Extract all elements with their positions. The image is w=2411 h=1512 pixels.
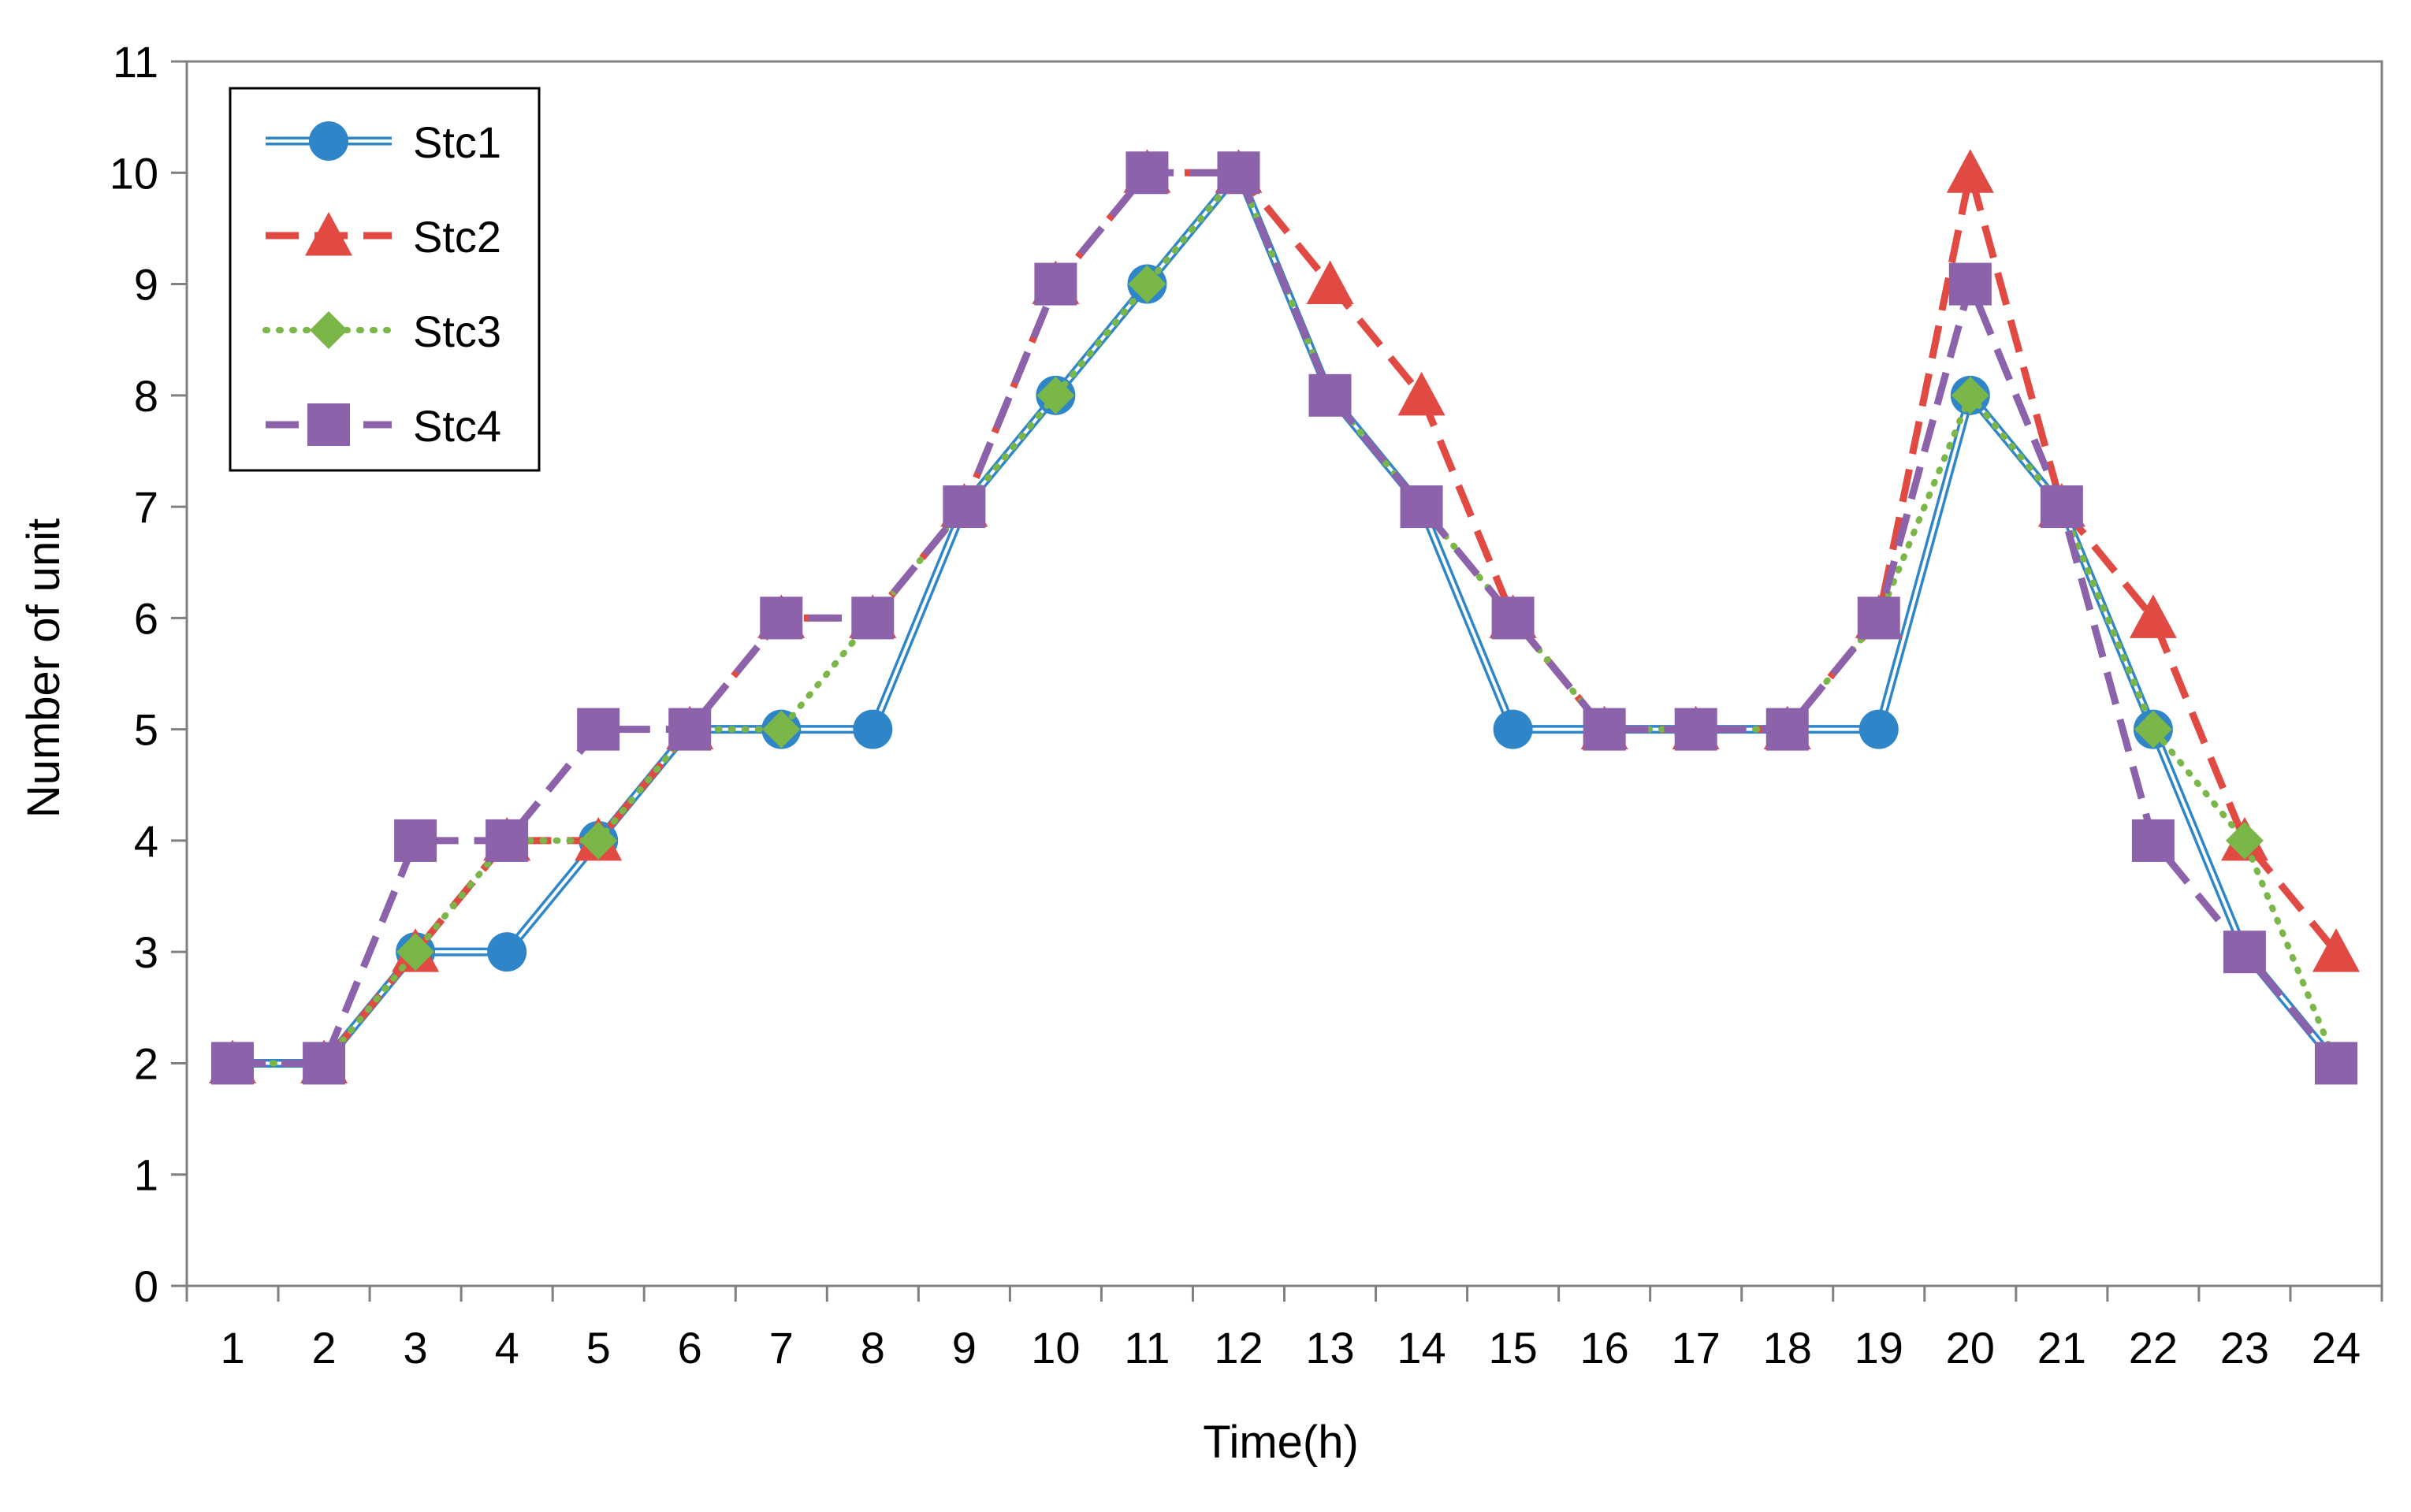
x-tick-label: 6 — [678, 1323, 702, 1373]
data-point-stc4 — [760, 596, 803, 640]
data-point-stc4 — [394, 819, 437, 862]
y-tick-label: 8 — [134, 371, 158, 421]
data-point-stc4 — [1308, 373, 1352, 417]
y-axis-title: Number of unit — [18, 518, 69, 818]
x-tick-label: 10 — [1031, 1323, 1080, 1373]
data-point-stc2 — [1306, 260, 1354, 305]
x-tick-label: 1 — [220, 1323, 244, 1373]
data-point-stc2 — [2312, 928, 2360, 972]
data-point-stc4 — [1491, 596, 1535, 640]
data-point-stc4 — [668, 708, 712, 751]
x-tick-label: 19 — [1855, 1323, 1903, 1373]
data-point-stc4 — [303, 1042, 346, 1085]
data-point-stc4 — [1034, 262, 1077, 306]
x-tick-label: 20 — [1946, 1323, 1995, 1373]
data-point-stc3 — [2225, 821, 2264, 860]
data-point-stc4 — [1583, 708, 1626, 751]
data-point-stc1 — [853, 709, 893, 749]
legend-item-stc4: Stc4 — [266, 401, 501, 451]
y-tick-label: 9 — [134, 260, 158, 310]
data-point-stc4 — [1765, 708, 1809, 751]
x-tick-label: 15 — [1488, 1323, 1537, 1373]
y-tick-label: 11 — [113, 37, 158, 87]
x-tick-label: 24 — [2312, 1323, 2361, 1373]
x-tick-label: 17 — [1672, 1323, 1721, 1373]
y-tick-label: 4 — [134, 816, 158, 866]
y-tick-label: 5 — [134, 705, 158, 755]
legend-label: Stc3 — [413, 306, 501, 356]
data-point-stc1 — [1858, 709, 1899, 749]
data-point-stc4 — [851, 596, 895, 640]
x-tick-label: 23 — [2220, 1323, 2269, 1373]
data-point-stc3 — [579, 821, 618, 860]
y-tick-label: 10 — [110, 148, 158, 198]
legend-item-stc1: Stc1 — [266, 117, 501, 167]
legend-marker-diamond-icon — [310, 311, 348, 349]
legend: Stc1 Stc2 Stc3 Stc4 — [229, 87, 541, 472]
legend-item-stc3: Stc3 — [262, 306, 501, 356]
y-tick-label: 3 — [134, 927, 158, 977]
data-point-stc4 — [486, 819, 529, 862]
legend-label: Stc4 — [413, 401, 501, 451]
x-tick-label: 18 — [1763, 1323, 1812, 1373]
x-tick-label: 12 — [1214, 1323, 1263, 1373]
y-tick-label: 2 — [134, 1038, 158, 1088]
data-point-stc4 — [1857, 596, 1900, 640]
x-axis-title: Time(h) — [1203, 1417, 1359, 1468]
data-point-stc4 — [2040, 485, 2083, 529]
y-tick-label: 6 — [134, 593, 158, 643]
x-tick-label: 16 — [1579, 1323, 1628, 1373]
series-group — [209, 149, 2360, 1085]
legend-marker-triangle-icon — [305, 212, 352, 256]
x-tick-label: 21 — [2037, 1323, 2086, 1373]
data-point-stc4 — [1217, 151, 1260, 195]
data-point-stc4 — [1126, 151, 1169, 195]
data-point-stc3 — [762, 710, 801, 749]
data-point-stc4 — [2314, 1042, 2357, 1085]
data-point-stc2 — [1397, 371, 1445, 416]
data-point-stc1 — [487, 932, 527, 972]
data-point-stc2 — [1946, 149, 1994, 193]
series-stc4 — [211, 151, 2357, 1085]
x-tick-label: 14 — [1397, 1323, 1445, 1373]
legend-label: Stc2 — [413, 212, 501, 262]
data-point-stc2 — [2129, 594, 2177, 638]
data-point-stc4 — [2131, 819, 2175, 862]
legend-item-stc2: Stc2 — [266, 212, 501, 262]
data-point-stc3 — [1036, 376, 1075, 414]
legend-box — [229, 87, 541, 472]
legend-label: Stc1 — [413, 117, 501, 167]
y-tick-label: 0 — [134, 1261, 158, 1311]
y-tick-label: 1 — [134, 1150, 158, 1200]
legend-marker-square-icon — [307, 403, 350, 446]
x-tick-label: 13 — [1305, 1323, 1354, 1373]
x-tick-label: 3 — [404, 1323, 428, 1373]
legend-marker-circle-icon — [309, 121, 348, 161]
data-point-stc1 — [1493, 709, 1533, 749]
data-point-stc3 — [2134, 710, 2172, 749]
x-tick-label: 22 — [2129, 1323, 2178, 1373]
x-tick-label: 11 — [1124, 1323, 1170, 1373]
data-point-stc4 — [577, 708, 620, 751]
x-tick-label: 4 — [495, 1323, 519, 1373]
y-tick-label: 7 — [134, 482, 158, 532]
x-tick-label: 8 — [861, 1323, 885, 1373]
data-point-stc4 — [1948, 262, 1992, 306]
data-point-stc4 — [943, 485, 986, 529]
data-point-stc4 — [211, 1042, 255, 1085]
x-tick-label: 7 — [769, 1323, 794, 1373]
data-point-stc3 — [1128, 265, 1166, 303]
data-point-stc4 — [2223, 931, 2266, 974]
x-tick-label: 5 — [586, 1323, 611, 1373]
data-point-stc4 — [1674, 708, 1717, 751]
x-tick-label: 9 — [952, 1323, 977, 1373]
data-point-stc4 — [1400, 485, 1443, 529]
data-point-stc3 — [396, 933, 435, 971]
x-tick-label: 2 — [311, 1323, 336, 1373]
data-point-stc3 — [1951, 376, 1989, 414]
